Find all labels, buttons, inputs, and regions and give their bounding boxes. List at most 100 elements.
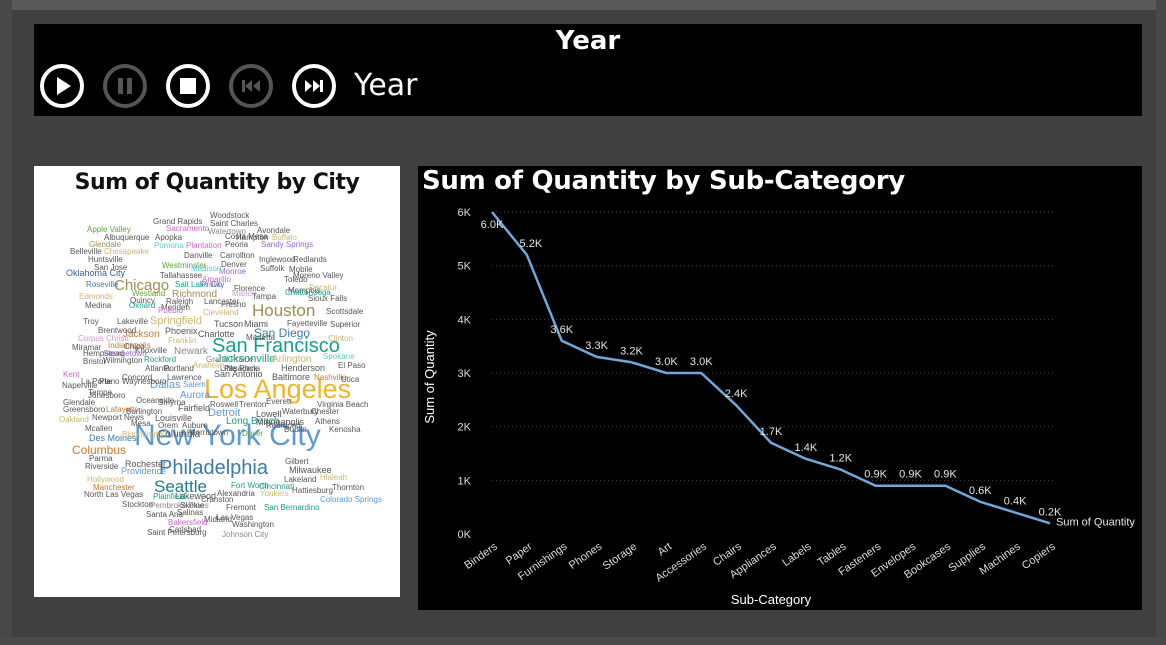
word-cloud-word[interactable]: Danville bbox=[184, 251, 213, 260]
word-cloud-word[interactable]: Portland bbox=[164, 364, 194, 373]
word-cloud-word[interactable]: Skokie bbox=[180, 501, 205, 510]
word-cloud-word[interactable]: Lakewood bbox=[175, 491, 216, 501]
word-cloud-word[interactable]: Colorado Springs bbox=[320, 495, 382, 504]
word-cloud-word[interactable]: Detroit bbox=[208, 407, 240, 419]
word-cloud-word[interactable]: Tempe bbox=[88, 388, 113, 397]
word-cloud-word[interactable]: Minneapolis bbox=[256, 417, 305, 427]
word-cloud-word[interactable]: Smyrna bbox=[158, 398, 186, 407]
word-cloud-word[interactable]: Inglewood bbox=[259, 255, 295, 264]
word-cloud-word[interactable]: Louisville bbox=[155, 413, 192, 423]
stop-button[interactable] bbox=[166, 64, 210, 108]
word-cloud-word[interactable]: Yonkers bbox=[260, 489, 289, 498]
word-cloud-word[interactable]: Salt Lake City bbox=[175, 280, 224, 289]
word-cloud-word[interactable]: Amarillo bbox=[202, 275, 231, 284]
word-cloud-word[interactable]: Franklin bbox=[168, 336, 196, 345]
word-cloud-word[interactable]: Chicago bbox=[114, 277, 169, 294]
word-cloud-word[interactable]: Lawrence bbox=[167, 373, 202, 382]
word-cloud-word[interactable]: Rockford bbox=[144, 355, 176, 364]
word-cloud-visual[interactable]: Sum of Quantity by City New York City Los… bbox=[34, 166, 400, 597]
word-cloud-word[interactable]: Lafayette bbox=[106, 405, 139, 414]
word-cloud-word[interactable]: Gilbert bbox=[285, 457, 309, 466]
word-cloud-word[interactable]: Suffolk bbox=[260, 264, 285, 273]
word-cloud-word[interactable]: Wilmington bbox=[103, 356, 143, 365]
word-cloud-word[interactable]: Naperville bbox=[62, 381, 98, 390]
word-cloud-word[interactable]: San Bernardino bbox=[264, 503, 320, 512]
word-cloud-word[interactable]: Las Vegas bbox=[216, 513, 253, 522]
word-cloud-word[interactable]: Pembroke Pines bbox=[150, 501, 209, 510]
word-cloud-word[interactable]: Meriden bbox=[161, 303, 190, 312]
word-cloud-word[interactable]: Fayetteville bbox=[287, 319, 328, 328]
word-cloud-word[interactable]: Miramar bbox=[72, 343, 102, 352]
word-cloud-word[interactable]: Florence bbox=[234, 284, 266, 293]
word-cloud-word[interactable]: Cranston bbox=[201, 495, 233, 504]
word-cloud-word[interactable]: Scottsdale bbox=[326, 307, 364, 316]
word-cloud-word[interactable]: Arlington bbox=[272, 354, 311, 365]
word-cloud-word[interactable]: Henderson bbox=[281, 363, 325, 373]
word-cloud-word[interactable]: San Antonio bbox=[214, 369, 263, 379]
word-cloud-word[interactable]: Belleville bbox=[70, 247, 102, 256]
word-cloud-word[interactable]: Westland bbox=[132, 289, 165, 298]
word-cloud-word[interactable]: Miami bbox=[244, 319, 268, 329]
word-cloud-word[interactable]: Concord bbox=[122, 373, 152, 382]
word-cloud-word[interactable]: Mcallen bbox=[85, 424, 113, 433]
word-cloud-word[interactable]: Auburn bbox=[182, 421, 208, 430]
word-cloud-word[interactable]: Dublin bbox=[284, 425, 307, 434]
word-cloud-word[interactable]: Decatur bbox=[309, 283, 337, 292]
word-cloud-word[interactable]: Apple Valley bbox=[87, 225, 131, 234]
word-cloud-word[interactable]: Virginia Beach bbox=[317, 400, 368, 409]
word-cloud-word[interactable]: Indianapolis bbox=[108, 341, 151, 350]
word-cloud-word[interactable]: San Francisco bbox=[212, 335, 340, 357]
word-cloud-word[interactable]: Plano bbox=[99, 377, 120, 386]
word-cloud-word[interactable]: Hempstead bbox=[83, 349, 124, 358]
word-cloud-word[interactable]: Waynesboro bbox=[122, 377, 167, 386]
word-cloud-word[interactable]: Salinas bbox=[177, 508, 203, 517]
word-cloud-word[interactable]: Johnson City bbox=[222, 530, 268, 539]
word-cloud-word[interactable]: Troy bbox=[83, 317, 99, 326]
word-cloud-word[interactable]: El Paso bbox=[338, 361, 366, 370]
word-cloud-word[interactable]: Phoenix bbox=[165, 326, 198, 336]
word-cloud-word[interactable]: Aurora bbox=[180, 390, 210, 401]
word-cloud-word[interactable]: Lakeville bbox=[117, 317, 149, 326]
word-cloud-word[interactable]: Oxnard bbox=[129, 301, 155, 310]
word-cloud-word[interactable]: Charlotte bbox=[198, 329, 235, 339]
word-cloud-word[interactable]: Dallas bbox=[150, 379, 181, 391]
word-cloud-word[interactable]: Woodstock bbox=[210, 211, 250, 220]
word-cloud-word[interactable]: Parma bbox=[89, 454, 113, 463]
word-cloud-word[interactable]: Moreno Valley bbox=[293, 271, 344, 280]
word-cloud-word[interactable]: Fort Worth bbox=[231, 481, 269, 490]
word-cloud-word[interactable]: Nashville bbox=[314, 373, 347, 382]
word-cloud-word[interactable]: Hialeah bbox=[320, 473, 347, 482]
word-cloud-word[interactable]: Plantation bbox=[186, 241, 222, 250]
word-cloud-word[interactable]: Hollywood bbox=[87, 475, 124, 484]
word-cloud-word[interactable]: Providence bbox=[121, 466, 166, 476]
word-cloud-word[interactable]: San Jose bbox=[94, 263, 128, 272]
word-cloud-word[interactable]: Thornton bbox=[332, 483, 364, 492]
word-cloud-word[interactable]: Los Angeles bbox=[204, 374, 351, 404]
word-cloud-word[interactable]: Athens bbox=[315, 417, 340, 426]
word-cloud-word[interactable]: Lancaster bbox=[204, 297, 239, 306]
word-cloud-word[interactable]: Milwaukee bbox=[289, 465, 332, 475]
word-cloud-word[interactable]: Newport News bbox=[92, 413, 144, 422]
word-cloud-word[interactable]: Bristol bbox=[83, 357, 105, 366]
word-cloud-word[interactable]: Marietta bbox=[246, 333, 275, 342]
word-cloud-word[interactable]: Riverside bbox=[85, 462, 119, 471]
word-cloud-word[interactable]: Albuquerque bbox=[104, 233, 150, 242]
word-cloud-word[interactable]: Pasadena bbox=[224, 364, 261, 373]
word-cloud-word[interactable]: Superior bbox=[330, 320, 361, 329]
word-cloud-word[interactable]: Marion bbox=[232, 289, 256, 298]
word-cloud-word[interactable]: Peoria bbox=[225, 240, 249, 249]
word-cloud-word[interactable]: Carlsbad bbox=[169, 525, 201, 534]
word-cloud-word[interactable]: Knoxville bbox=[135, 346, 168, 355]
word-cloud-word[interactable]: Hampton bbox=[236, 233, 268, 242]
word-cloud-word[interactable]: Springfield bbox=[150, 315, 202, 327]
word-cloud-word[interactable]: Rochester bbox=[125, 459, 166, 469]
word-cloud-word[interactable]: North Las Vegas bbox=[84, 490, 143, 499]
word-cloud-word[interactable]: Sacramento bbox=[166, 224, 210, 233]
word-cloud-word[interactable]: Raleigh bbox=[166, 297, 193, 306]
word-cloud-word[interactable]: Medina bbox=[85, 301, 112, 310]
word-cloud-word[interactable]: Saint Petersburg bbox=[147, 528, 207, 537]
word-cloud-word[interactable]: Georgetown bbox=[103, 349, 147, 358]
word-cloud-word[interactable]: Edmonds bbox=[79, 292, 113, 301]
word-cloud-word[interactable]: Lakeland bbox=[284, 475, 316, 484]
word-cloud-word[interactable]: Oakland bbox=[59, 415, 89, 424]
